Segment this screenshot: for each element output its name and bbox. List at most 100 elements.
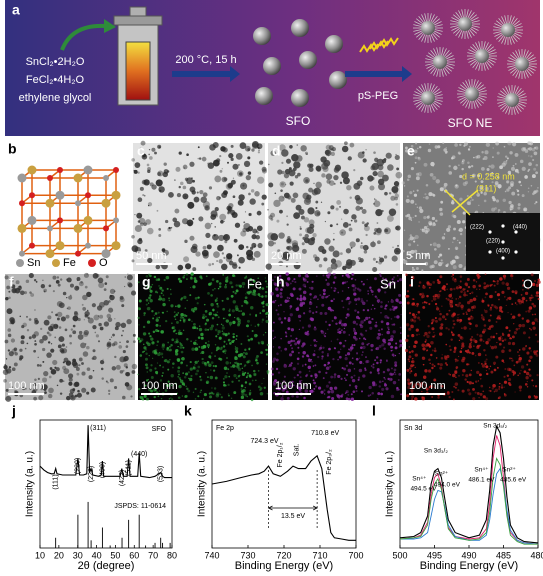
texture — [279, 209, 283, 214]
texture — [154, 312, 158, 315]
texture — [318, 370, 321, 374]
texture — [292, 339, 296, 343]
texture — [491, 171, 494, 174]
texture — [214, 213, 219, 218]
texture — [278, 277, 281, 280]
texture — [180, 181, 184, 186]
texture — [236, 365, 240, 369]
texture — [366, 222, 369, 225]
texture — [145, 352, 148, 355]
texture — [535, 201, 538, 204]
texture — [388, 192, 392, 195]
panel-label: h — [276, 274, 285, 290]
texture — [25, 279, 30, 284]
atom — [55, 241, 65, 251]
texture — [261, 295, 264, 298]
texture — [113, 341, 118, 346]
texture — [468, 381, 473, 385]
texture — [137, 337, 141, 341]
texture — [224, 240, 228, 244]
texture — [462, 288, 466, 291]
texture — [503, 393, 507, 397]
texture — [335, 207, 339, 211]
texture — [48, 387, 54, 394]
texture — [302, 297, 307, 301]
scale-label: 5 nm — [406, 250, 430, 262]
texture — [514, 292, 518, 295]
texture — [406, 301, 410, 305]
texture — [8, 296, 11, 299]
texture — [158, 390, 161, 392]
texture — [139, 339, 142, 343]
texture — [346, 352, 351, 356]
texture — [310, 317, 315, 322]
texture — [33, 331, 39, 337]
panel-label: i — [410, 274, 414, 290]
texture — [149, 294, 152, 297]
lattice-line — [444, 189, 471, 216]
texture — [153, 314, 155, 316]
texture — [63, 368, 70, 375]
texture — [158, 234, 162, 238]
texture — [46, 352, 52, 358]
texture — [317, 298, 319, 301]
texture — [423, 215, 427, 220]
texture — [131, 363, 138, 370]
texture — [302, 236, 306, 240]
texture — [360, 242, 363, 244]
texture — [295, 337, 298, 340]
texture — [406, 290, 410, 293]
texture — [142, 325, 146, 329]
texture — [338, 397, 341, 400]
texture — [393, 371, 396, 374]
texture — [446, 283, 448, 285]
texture — [145, 341, 149, 345]
texture — [528, 155, 530, 157]
texture — [530, 328, 532, 331]
texture — [405, 273, 408, 277]
texture — [176, 320, 179, 324]
texture — [257, 385, 261, 389]
texture — [407, 252, 412, 256]
texture — [154, 367, 157, 370]
texture — [202, 192, 208, 198]
texture — [307, 330, 309, 333]
texture — [312, 311, 315, 315]
texture — [355, 315, 360, 319]
texture — [126, 340, 129, 344]
texture — [286, 215, 288, 218]
texture — [468, 165, 471, 169]
texture — [49, 367, 53, 370]
texture — [263, 386, 266, 389]
texture — [244, 386, 247, 389]
texture — [495, 321, 498, 323]
texture — [261, 202, 265, 206]
texture — [119, 370, 124, 374]
x-axis-label: 2θ (degree) — [78, 560, 135, 572]
texture — [296, 155, 303, 162]
texture — [518, 349, 521, 351]
texture — [277, 371, 281, 374]
texture — [457, 298, 460, 300]
texture — [212, 313, 215, 316]
texture — [216, 195, 221, 201]
texture — [138, 307, 142, 311]
y-axis-label: Intensity (a. u.) — [25, 451, 36, 517]
texture — [391, 185, 399, 194]
texture — [420, 228, 422, 231]
texture — [262, 305, 265, 308]
texture — [423, 301, 426, 304]
texture — [491, 303, 494, 307]
texture — [470, 315, 473, 318]
data-line — [400, 467, 539, 545]
annotation: Sat. — [293, 444, 300, 457]
texture — [143, 343, 145, 346]
texture — [139, 354, 143, 357]
texture — [204, 315, 207, 318]
reference-label: JSPDS: 11-0614 — [114, 503, 166, 510]
texture — [407, 358, 410, 361]
texture — [344, 141, 348, 146]
texture — [501, 162, 506, 167]
texture — [520, 365, 525, 369]
texture — [297, 346, 300, 349]
